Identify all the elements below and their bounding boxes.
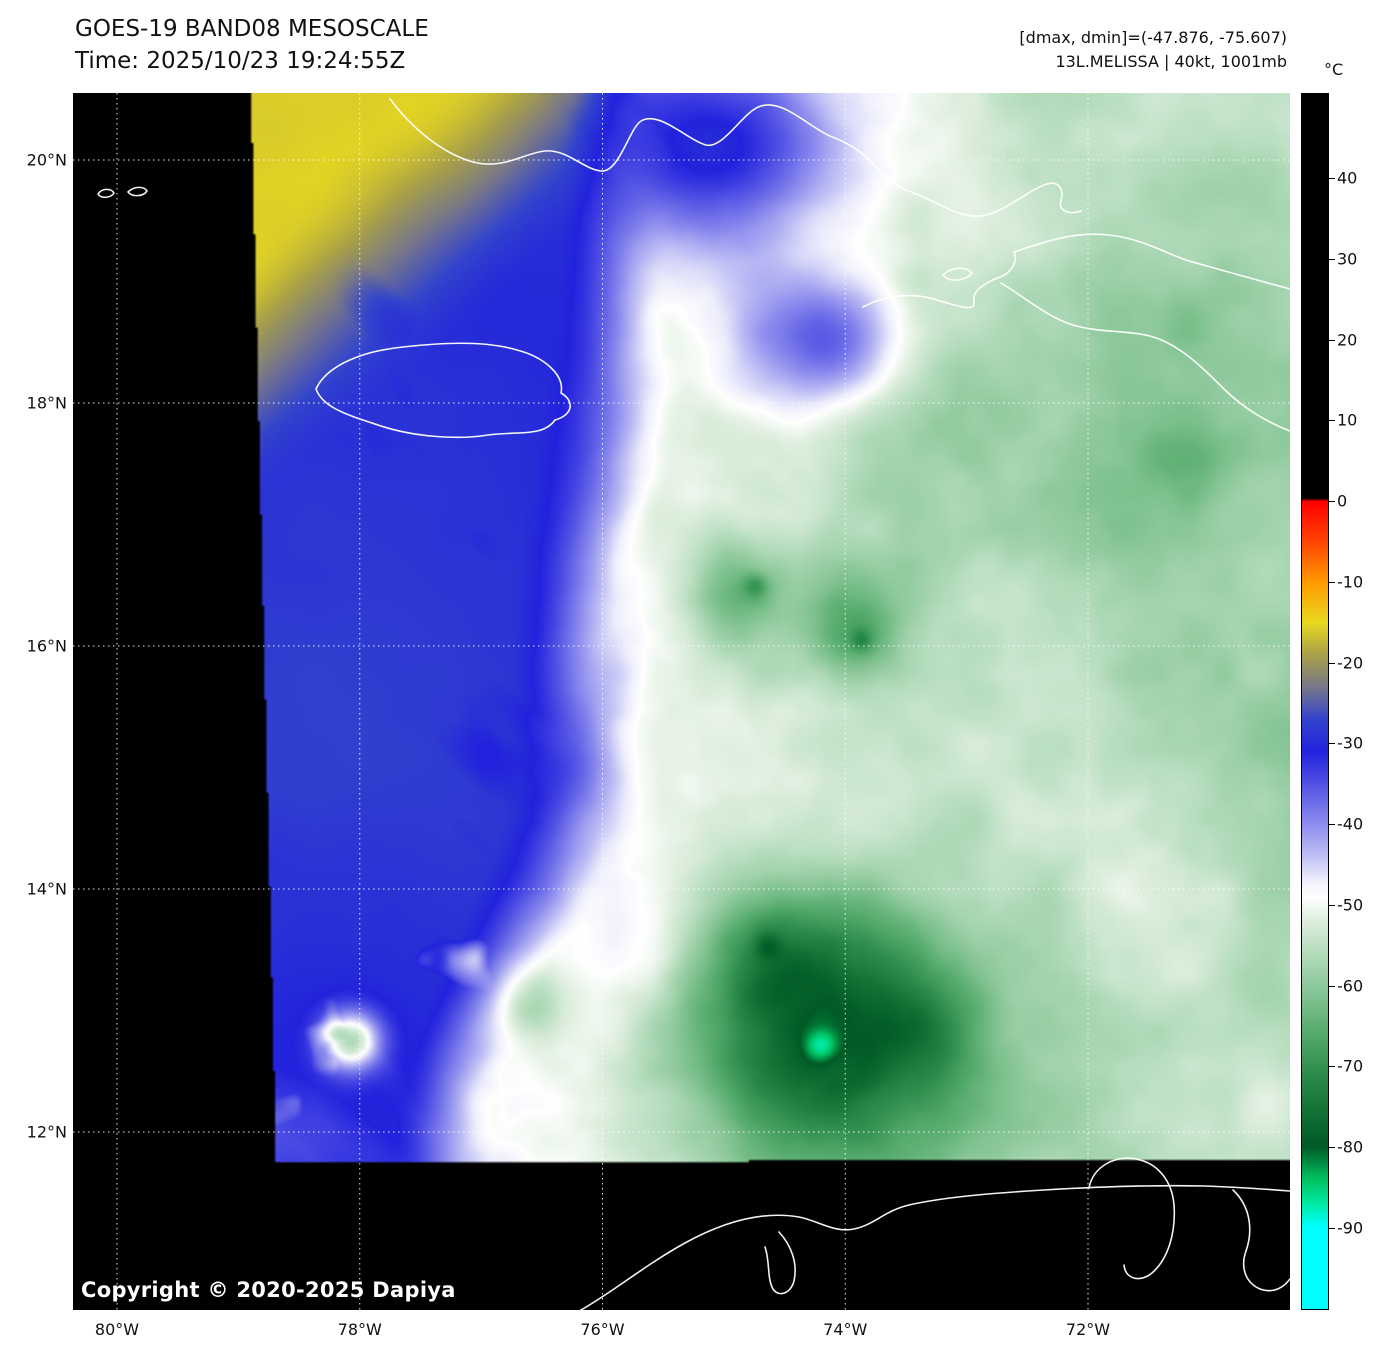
colorbar (1301, 93, 1329, 1310)
colorbar-tick-label: -80 (1337, 1137, 1364, 1157)
map-plot-area: Copyright © 2020-2025 Dapiya (73, 93, 1290, 1310)
lat-tick-label: 12°N (26, 1122, 67, 1142)
colorbar-tick-mark (1329, 904, 1335, 906)
colorbar-tick-label: 40 (1337, 168, 1358, 188)
colorbar-tick-mark (1329, 420, 1335, 422)
header-right: [dmax, dmin]=(-47.876, -75.607) 13L.MELI… (1019, 26, 1287, 74)
colorbar-tick-label: 10 (1337, 410, 1358, 430)
lat-tick-label: 14°N (26, 879, 67, 899)
colorbar-tick-label: -30 (1337, 733, 1364, 753)
coastline-cuba (389, 98, 1082, 217)
lon-tick-label: 78°W (337, 1320, 382, 1339)
lon-tick-label: 80°W (94, 1320, 140, 1339)
colorbar-tick-mark (1329, 1147, 1335, 1149)
colorbar-tick-mark (1329, 743, 1335, 745)
colorbar-tick-mark (1329, 824, 1335, 826)
colorbar-tick-mark (1329, 985, 1335, 987)
lon-tick-label: 74°W (823, 1320, 868, 1339)
copyright-text: Copyright © 2020-2025 Dapiya (81, 1278, 456, 1302)
figure-time: Time: 2025/10/23 19:24:55Z (75, 48, 406, 74)
colorbar-tick-label: -50 (1337, 895, 1364, 915)
coastline-cay-west-2 (127, 186, 148, 197)
coastline-venezuela-east (1232, 1189, 1290, 1292)
colorbar-tick-label: -70 (1337, 1056, 1364, 1076)
colorbar-tick-mark (1329, 501, 1335, 503)
lat-tick-label: 20°N (26, 150, 67, 170)
colorbar-tick-mark (1329, 1066, 1335, 1068)
colorbar-unit-label: °C (1324, 60, 1344, 79)
coastline-jamaica (315, 342, 571, 439)
coastline-hispaniola-south (862, 251, 1290, 432)
coastline-inlet (764, 1231, 796, 1295)
coastline-guajira-peninsula (1088, 1157, 1176, 1280)
colorbar-tick-mark (1329, 258, 1335, 260)
colorbar-tick-mark (1329, 339, 1335, 341)
storm-info: 13L.MELISSA | 40kt, 1001mb (1055, 52, 1287, 71)
colorbar-tick-label: -60 (1337, 976, 1364, 996)
colorbar-tick-label: -90 (1337, 1218, 1364, 1238)
colorbar-tick-mark (1329, 581, 1335, 583)
coastline-gonave-island (942, 267, 973, 281)
figure-title: GOES-19 BAND08 MESOSCALE (75, 16, 429, 42)
lon-tick-label: 72°W (1065, 1320, 1111, 1339)
colorbar-tick-mark (1329, 662, 1335, 664)
grid-lines (73, 93, 1290, 1310)
map-overlay (73, 93, 1290, 1310)
coastline-south-america (580, 1184, 1290, 1310)
satellite-imagery-canvas (73, 93, 1290, 1310)
dmax-dmin-readout: [dmax, dmin]=(-47.876, -75.607) (1019, 28, 1287, 47)
colorbar-tick-label: 30 (1337, 249, 1358, 269)
colorbar-tick-mark (1329, 178, 1335, 179)
colorbar-tick-label: 20 (1337, 330, 1358, 350)
colorbar-tick-label: -40 (1337, 814, 1364, 834)
lat-tick-label: 18°N (26, 393, 67, 413)
colorbar-tick-mark (1329, 1227, 1335, 1229)
colorbar-tick-label: -10 (1337, 572, 1364, 592)
lat-tick-label: 16°N (26, 636, 67, 656)
coastline-cay-west-1 (97, 188, 115, 199)
colorbar-tick-label: -20 (1337, 653, 1364, 673)
coastline-hispaniola-north (1013, 233, 1290, 290)
colorbar-tick-label: 0 (1337, 491, 1348, 511)
lon-tick-label: 76°W (580, 1320, 625, 1339)
coastlines (97, 98, 1290, 1310)
